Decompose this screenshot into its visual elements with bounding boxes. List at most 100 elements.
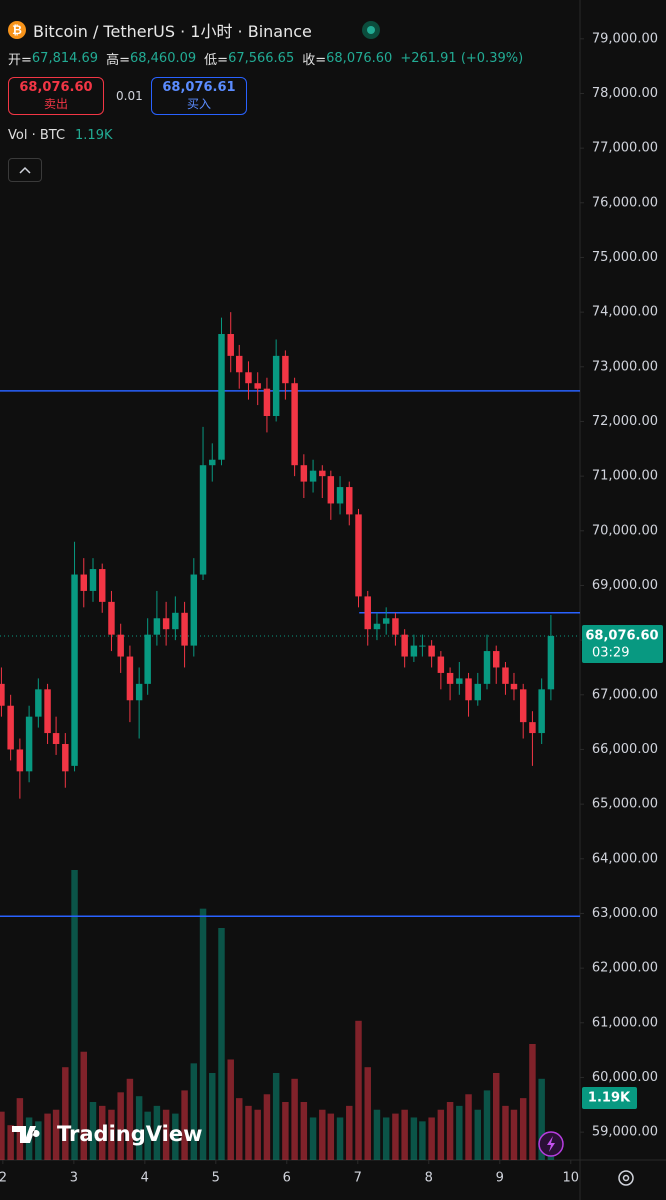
volume-bar	[209, 1073, 216, 1160]
candle-body	[401, 634, 408, 657]
candle-body	[245, 372, 252, 384]
volume-bar	[44, 1113, 51, 1160]
candle-body	[538, 689, 545, 734]
candle-body	[300, 465, 308, 482]
x-tick-label: 7	[354, 1171, 362, 1186]
volume-bar	[410, 1117, 418, 1160]
volume-bar	[364, 1067, 371, 1160]
candle-body	[428, 645, 435, 657]
settings-gear-center	[622, 1174, 630, 1182]
volume-bar	[300, 1102, 308, 1160]
y-tick-label: 62,000.00	[592, 961, 658, 976]
candle-body	[355, 514, 362, 597]
candle-body	[547, 635, 555, 690]
volume-bar	[227, 1059, 234, 1160]
volume-bar	[199, 908, 207, 1160]
candle-body	[25, 716, 33, 772]
volume-bar	[428, 1117, 435, 1160]
volume-bar	[52, 1109, 60, 1160]
volume-bar	[392, 1113, 399, 1160]
chevron	[19, 166, 31, 174]
change: +261.91 (+0.39%)	[400, 51, 524, 66]
y-tick-label: 60,000.00	[592, 1070, 658, 1085]
volume-bar	[144, 1111, 151, 1160]
volume-tag	[582, 1087, 637, 1109]
candle-body	[502, 667, 509, 684]
candle-body	[483, 651, 491, 684]
last-price-label: 68,076.60	[585, 628, 658, 643]
volume-bar	[373, 1109, 381, 1160]
ohlc-value: 67,814.69	[31, 51, 99, 66]
ohlc-value: 67,566.65	[228, 51, 295, 66]
candle-body	[71, 574, 78, 766]
collapse-button[interactable]	[8, 158, 42, 182]
y-tick-label: 61,000.00	[592, 1015, 658, 1030]
y-tick-label: 64,000.00	[592, 851, 658, 866]
candle-body	[493, 651, 500, 668]
y-tick-label: 66,000.00	[592, 742, 658, 757]
volume-bar	[181, 1090, 188, 1160]
volume-bar	[282, 1102, 289, 1160]
y-tick-label: 77,000.00	[592, 141, 658, 156]
candle-body	[227, 334, 234, 356]
market-status[interactable]	[362, 21, 380, 39]
volume-bar	[493, 1073, 500, 1160]
settings-gear	[618, 1170, 634, 1186]
candle-body	[291, 383, 298, 466]
candle-body	[181, 612, 188, 646]
sell-button[interactable]: 68,076.60 卖出	[8, 77, 104, 115]
y-tick-label: 75,000.00	[592, 250, 658, 265]
volume-legend-value: 1.19K	[75, 128, 113, 143]
volume-bar	[519, 1098, 527, 1160]
candle-body	[392, 618, 399, 635]
candle-body	[98, 569, 106, 602]
candle-body	[44, 689, 51, 734]
candle-body	[373, 623, 381, 630]
candle-body	[218, 334, 225, 460]
candle-body	[209, 459, 216, 466]
brand-name: TradingView	[57, 1122, 202, 1146]
candle-body	[190, 574, 198, 646]
volume-bar	[510, 1109, 518, 1160]
volume-bar	[419, 1121, 426, 1160]
buy-button[interactable]: 68,076.61 买入	[151, 77, 247, 115]
candle-body	[364, 596, 371, 630]
volume-bar	[272, 1073, 280, 1160]
candle-body	[89, 569, 97, 591]
candle-body	[16, 749, 24, 772]
candle-body	[446, 672, 454, 684]
volume-bar	[245, 1105, 252, 1160]
volume-bar	[446, 1102, 454, 1160]
volume-tag-label: 1.19K	[588, 1091, 631, 1106]
lightning-icon	[547, 1136, 555, 1152]
volume-bar	[538, 1078, 545, 1160]
y-tick-label: 65,000.00	[592, 797, 658, 812]
candle-body	[272, 355, 280, 417]
volume-bar	[108, 1109, 115, 1160]
volume-bar	[346, 1105, 353, 1160]
volume-bar	[80, 1051, 87, 1160]
candle-body	[336, 487, 344, 504]
candle-body	[410, 645, 418, 657]
candle-body	[456, 678, 463, 684]
candle-body	[309, 470, 317, 482]
spread: 0.01	[116, 89, 143, 103]
buy-label: 买入	[186, 97, 211, 111]
volume-bar	[474, 1109, 482, 1160]
y-tick-label: 76,000.00	[592, 195, 658, 210]
x-tick-label: 5	[212, 1171, 220, 1186]
volume-bar	[291, 1078, 298, 1160]
ohlc-value: 68,076.60	[326, 51, 393, 66]
x-tick-label: 3	[70, 1171, 78, 1186]
candle-body	[172, 612, 179, 630]
volume-bar	[71, 870, 78, 1160]
chart-title: Bitcoin / TetherUS · 1小时 · Binance	[33, 22, 312, 41]
volume-bar	[263, 1094, 271, 1160]
volume-bar	[254, 1109, 261, 1160]
candle-body	[465, 678, 472, 701]
candle-body	[510, 683, 518, 690]
volume-bar	[117, 1092, 124, 1160]
y-tick-label: 71,000.00	[592, 469, 658, 484]
x-tick-label: 8	[425, 1171, 433, 1186]
